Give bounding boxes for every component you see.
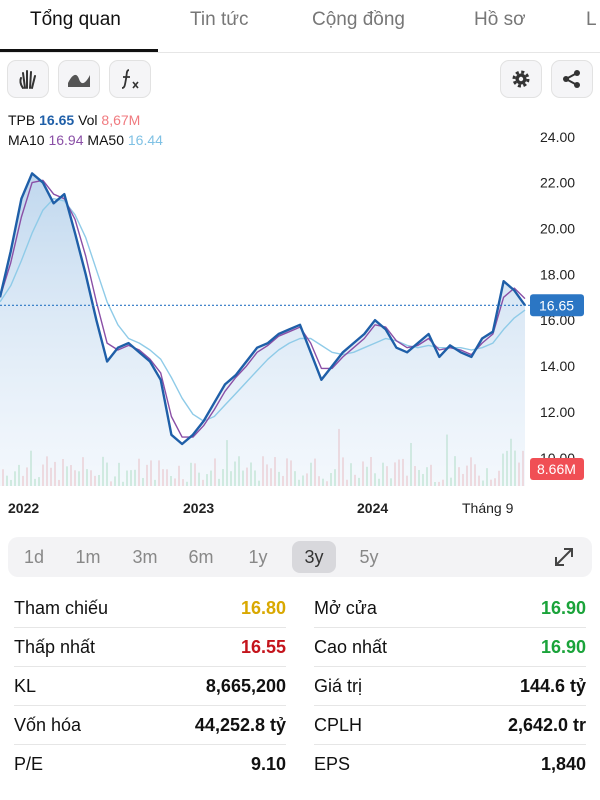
tab-profile[interactable]: Hồ sơ [474, 9, 526, 30]
function-button[interactable] [109, 60, 151, 98]
share-button[interactable] [551, 60, 593, 98]
stat-volume: KL 8,665,200 [14, 667, 286, 706]
period-6m[interactable]: 6m [188, 547, 214, 567]
active-tab-indicator [0, 49, 158, 52]
series-line-ma10 [0, 179, 526, 438]
stat-label: EPS [314, 754, 351, 774]
stat-value: 16.90 [540, 598, 586, 618]
stat-value: 8,665,200 [205, 676, 286, 696]
period-5y[interactable]: 5y [359, 547, 379, 567]
chart-toolbar [0, 60, 600, 102]
period-3m[interactable]: 3m [132, 547, 158, 567]
legend-price: 16.65 [39, 112, 75, 128]
period-1y[interactable]: 1y [248, 547, 268, 567]
legend-ma50: 16.44 [127, 132, 163, 148]
share-icon [563, 70, 580, 88]
period-1m[interactable]: 1m [75, 547, 101, 567]
series-line-tpb [0, 172, 526, 446]
stat-label: Vốn hóa [14, 715, 82, 735]
y-tick-label: 12.00 [540, 404, 575, 420]
stat-value: 16.55 [240, 637, 286, 657]
tab-community[interactable]: Cộng đồng [312, 9, 405, 30]
period-3y[interactable]: 3y [292, 541, 336, 573]
legend-vol: 8,67M [101, 112, 141, 128]
stat-value: 16.80 [240, 598, 286, 618]
curve-icon [68, 74, 90, 87]
stat-value: 16.90 [540, 637, 586, 657]
price-chart[interactable]: 24.00 22.00 20.00 18.00 16.00 14.00 12.00 10.00… [0, 108, 600, 520]
y-tick-label: 14.00 [540, 358, 575, 374]
current-price-label: 16.65 [539, 297, 574, 313]
y-tick-label: 22.00 [540, 175, 575, 191]
y-tick-label: 24.00 [540, 129, 575, 145]
legend-ma10: 16.94 [48, 132, 84, 148]
draw-tool-button[interactable] [7, 60, 49, 98]
stat-market-cap: Vốn hóa 44,252.8 tỷ [14, 706, 286, 745]
stat-value: 1,840 [540, 754, 586, 774]
price-chart-svg: 24.0022.0020.0018.0016.0014.0012.0010.00… [0, 129, 584, 516]
hand-icon [19, 70, 36, 89]
stat-low: Thấp nhất 16.55 [14, 628, 286, 667]
legend-vol-label: Vol [78, 112, 98, 128]
stat-value: 144.6 tỷ [519, 676, 586, 696]
y-tick-label: 18.00 [540, 266, 575, 282]
stat-label: CPLH [314, 715, 363, 735]
settings-button[interactable] [500, 60, 542, 98]
period-1d[interactable]: 1d [23, 547, 45, 567]
x-tick-label: Tháng 9 [462, 500, 514, 516]
tab-overview[interactable]: Tổng quan [30, 9, 121, 30]
stat-label: Mở cửa [314, 598, 377, 618]
current-price-badge [530, 294, 584, 317]
stat-high: Cao nhất 16.90 [314, 628, 586, 667]
stat-shares-outstanding: CPLH 2,642.0 tr [314, 706, 586, 745]
stat-value: 44,252.8 tỷ [194, 715, 286, 735]
volume-badge [530, 458, 584, 480]
legend-ma50-label: MA50 [87, 132, 124, 148]
stat-label: Cao nhất [314, 637, 388, 657]
stat-reference: Tham chiếu 16.80 [14, 589, 286, 628]
top-tab-bar: Tổng quan Tin tức Cộng đồng Hồ sơ L [0, 0, 600, 53]
price-area [0, 173, 525, 486]
chart-legend-ma: MA10 16.94 MA50 16.44 [8, 132, 163, 148]
stat-label: P/E [14, 754, 44, 774]
period-selector: 1d 1m 3m 6m 1y 3y 5y [8, 537, 592, 577]
legend-ma10-label: MA10 [8, 132, 45, 148]
stat-label: Thấp nhất [14, 637, 96, 657]
expand-icon[interactable] [550, 543, 578, 571]
stat-pe: P/E 9.10 [14, 745, 286, 784]
stat-open: Mở cửa 16.90 [314, 589, 586, 628]
x-tick-label: 2023 [183, 500, 214, 516]
legend-symbol: TPB [8, 112, 36, 128]
stat-value: 9.10 [250, 754, 286, 774]
tab-news[interactable]: Tin tức [190, 9, 249, 30]
function-icon [121, 69, 139, 89]
gear-icon [512, 70, 530, 88]
stat-label: Giá trị [314, 676, 363, 696]
indicator-button[interactable] [58, 60, 100, 98]
stat-eps: EPS 1,840 [314, 745, 586, 784]
x-tick-label: 2022 [8, 500, 39, 516]
tab-overflow[interactable]: L [586, 9, 597, 30]
volume-label: 8.66M [537, 461, 576, 477]
stat-value-traded: Giá trị 144.6 tỷ [314, 667, 586, 706]
x-tick-label: 2024 [357, 500, 388, 516]
stat-label: Tham chiếu [14, 598, 109, 618]
stat-label: KL [14, 676, 37, 696]
y-tick-label: 20.00 [540, 220, 575, 236]
chart-legend-price: TPB 16.65 Vol 8,67M [8, 112, 140, 128]
stat-value: 2,642.0 tr [507, 715, 586, 735]
